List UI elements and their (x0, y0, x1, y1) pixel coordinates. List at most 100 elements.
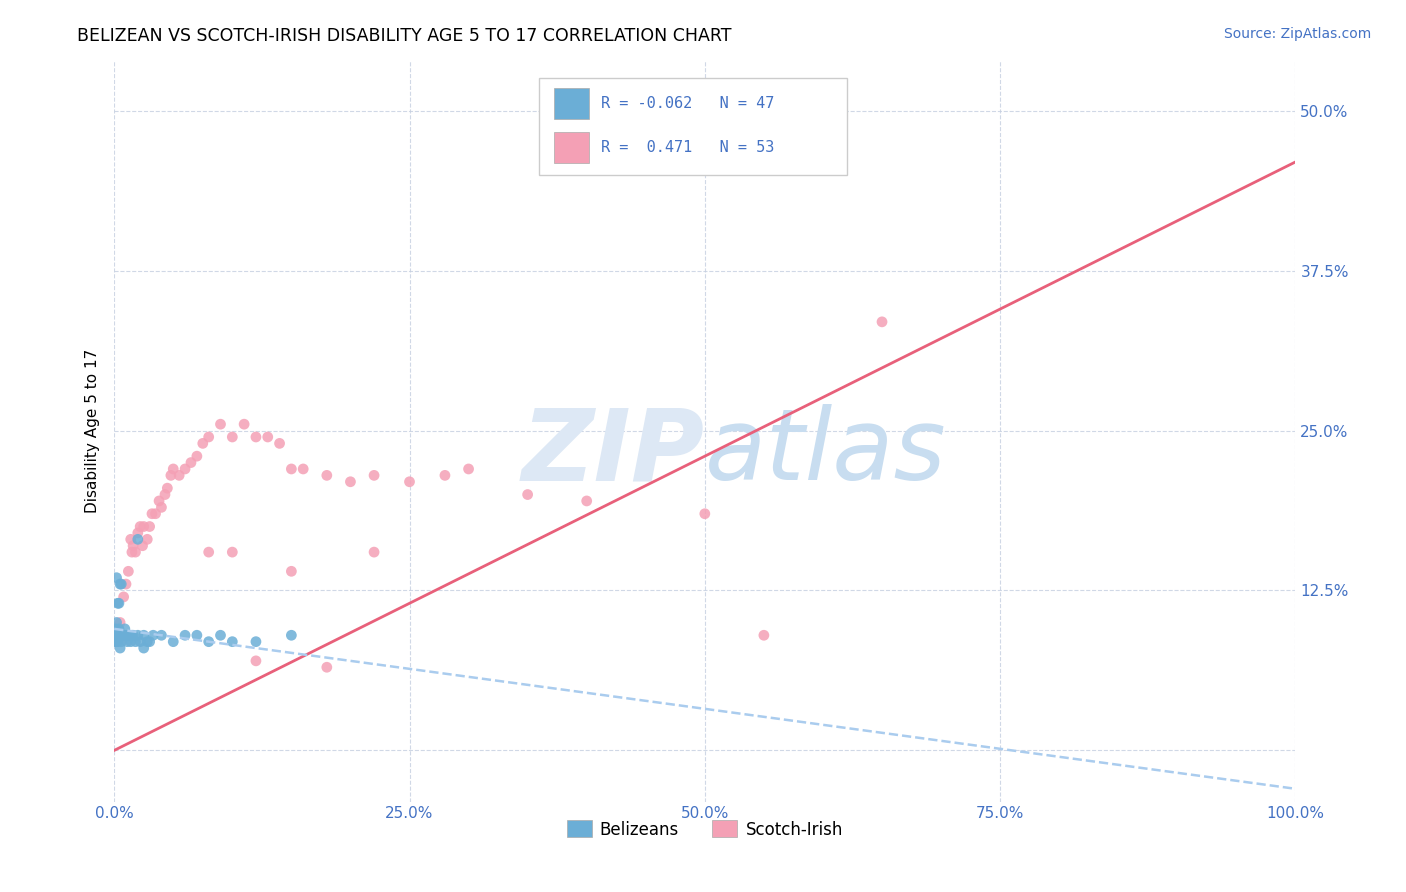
Point (118, 628, 141, 642)
Point (108, 615, 131, 630)
Point (114, 622, 136, 636)
Point (457, 462, 479, 476)
Point (752, 628, 775, 642)
Bar (554, 132, 589, 163)
Point (108, 596, 131, 610)
Point (292, 462, 315, 476)
Point (117, 564, 139, 578)
Point (280, 628, 302, 642)
Point (233, 417, 256, 432)
Point (180, 456, 202, 470)
Point (120, 533, 142, 547)
Point (108, 628, 131, 642)
Point (132, 519, 155, 533)
Text: Source: ZipAtlas.com: Source: ZipAtlas.com (1223, 27, 1371, 41)
Point (191, 436, 214, 450)
Point (132, 628, 155, 642)
Point (127, 533, 149, 547)
Point (363, 545, 385, 559)
Point (197, 634, 219, 648)
Point (433, 468, 456, 483)
Point (209, 628, 232, 642)
Point (197, 430, 219, 444)
Point (104, 628, 127, 642)
Point (105, 571, 128, 585)
Point (575, 494, 598, 508)
Point (117, 628, 139, 642)
Point (150, 628, 173, 642)
Point (112, 628, 135, 642)
Point (197, 545, 219, 559)
Point (315, 660, 337, 674)
Point (209, 417, 232, 432)
Point (136, 533, 159, 547)
Point (108, 622, 131, 636)
Point (110, 634, 132, 648)
Bar (554, 87, 589, 119)
Point (104, 634, 127, 648)
Point (115, 577, 138, 591)
Point (280, 564, 302, 578)
Point (110, 628, 132, 642)
Point (132, 641, 155, 656)
Point (136, 634, 159, 648)
Point (167, 468, 190, 483)
Point (315, 468, 337, 483)
Point (162, 634, 184, 648)
Point (186, 628, 208, 642)
Legend: Belizeans, Scotch-Irish: Belizeans, Scotch-Irish (560, 814, 849, 846)
Point (124, 634, 146, 648)
Point (150, 500, 173, 515)
Point (363, 468, 385, 483)
Point (870, 315, 893, 329)
Point (105, 615, 128, 630)
Text: atlas: atlas (704, 404, 946, 501)
Point (108, 641, 131, 656)
Point (115, 634, 138, 648)
Point (111, 628, 134, 642)
Point (127, 628, 149, 642)
Point (112, 590, 135, 604)
Point (107, 634, 129, 648)
Point (115, 628, 138, 642)
Text: BELIZEAN VS SCOTCH-IRISH DISABILITY AGE 5 TO 17 CORRELATION CHART: BELIZEAN VS SCOTCH-IRISH DISABILITY AGE … (77, 27, 733, 45)
Point (153, 487, 176, 501)
Point (108, 628, 131, 642)
Point (138, 634, 160, 648)
Point (104, 622, 127, 636)
Point (221, 430, 243, 444)
Point (141, 507, 163, 521)
Point (131, 539, 153, 553)
Point (105, 634, 128, 648)
Point (138, 519, 160, 533)
Point (121, 545, 143, 559)
Point (174, 462, 197, 476)
FancyBboxPatch shape (540, 78, 846, 175)
Point (122, 628, 145, 642)
Y-axis label: Disability Age 5 to 17: Disability Age 5 to 17 (86, 349, 100, 513)
Point (121, 628, 143, 642)
Point (186, 449, 208, 463)
Point (107, 596, 129, 610)
Point (156, 481, 179, 495)
Point (160, 468, 183, 483)
Point (110, 577, 132, 591)
Point (124, 545, 146, 559)
Point (245, 430, 267, 444)
Point (127, 525, 149, 540)
Point (129, 519, 152, 533)
Point (107, 628, 129, 642)
Point (339, 475, 361, 489)
Point (245, 634, 267, 648)
Point (174, 628, 197, 642)
Text: R = -0.062   N = 47: R = -0.062 N = 47 (600, 95, 775, 111)
Point (221, 545, 243, 559)
Point (122, 539, 145, 553)
Point (162, 462, 184, 476)
Point (516, 487, 538, 501)
Point (142, 628, 165, 642)
Point (256, 430, 278, 444)
Point (108, 577, 131, 591)
Point (145, 507, 167, 521)
Point (693, 507, 716, 521)
